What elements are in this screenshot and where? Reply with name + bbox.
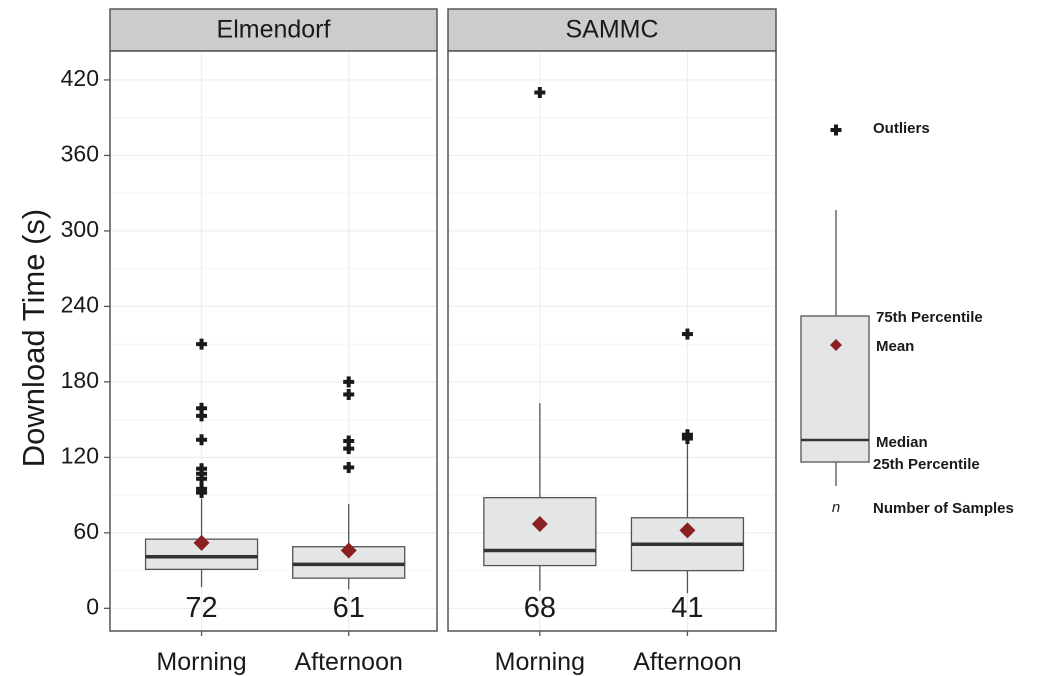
legend-mean-label: Mean [876,338,914,355]
y-tick-label: 360 [61,141,99,167]
x-tick-label: Afternoon [633,648,741,676]
outlier-point [534,87,546,99]
outlier-point [196,483,208,495]
outlier-bar-v [346,376,351,388]
outlier-point [681,328,693,340]
box-elmendorf-afternoon: 61 Afternoon [292,376,406,676]
outlier-bar-v [199,338,204,350]
legend-q1-label: 25th Percentile [873,456,980,473]
legend-mean-symbol [830,339,842,351]
panel-elmendorf: Elmendorf 72 Morning 61 Afternoon [109,8,438,676]
y-tick-label: 240 [61,291,99,317]
legend: Outliers 75th Percentile Mean Median 25th Pe… [800,120,1014,517]
legend-n-label: Number of Samples [873,500,1014,517]
sample-count-label: 61 [333,592,365,624]
outlier-point [343,388,355,400]
outlier-bar-v [834,124,838,136]
outlier-point [196,463,208,475]
outlier-bar-v [346,461,351,473]
outlier-point [196,338,208,350]
panel-border [447,50,777,632]
facet-label: Elmendorf [217,16,331,44]
outlier-point [681,429,693,441]
legend-outliers-label: Outliers [873,120,930,137]
outlier-point [196,434,208,446]
y-tick-label: 120 [61,442,99,468]
outlier-point [343,443,355,455]
facet-strip [109,8,438,52]
legend-outlier-symbol [830,124,842,136]
outlier-bar-v [346,435,351,447]
panels-layer: Elmendorf 72 Morning 61 Afternoon SAMMC 68 Morn… [109,8,777,676]
legend-q3-label: 75th Percentile [876,309,983,326]
mean-marker [679,522,696,539]
outlier-bar-v [199,434,204,446]
outlier-bar-v [199,483,204,495]
y-tick-label: 300 [61,216,99,242]
mean-marker [531,516,548,533]
x-tick-label: Morning [156,648,246,676]
outlier-point [196,402,208,414]
outlier-bar-v [199,402,204,414]
legend-n-symbol: n [832,499,840,516]
y-tick-label: 0 [86,593,99,619]
outlier-bar-v [199,463,204,475]
mean-marker [193,534,210,551]
panel-sammc: SAMMC 68 Morning 41 Afternoon [447,8,777,676]
mean-marker [340,542,357,559]
outlier-bar-v [537,87,542,99]
x-tick-label: Afternoon [294,648,402,676]
outlier-bar-v [346,388,351,400]
facet-label: SAMMC [565,16,658,44]
outlier-point [343,461,355,473]
y-tick-label: 60 [73,518,99,544]
panel-background [110,51,437,631]
sample-count-label: 41 [671,592,703,624]
x-tick-label: Morning [495,648,585,676]
legend-median-label: Median [876,434,928,451]
outlier-bar-v [685,429,690,441]
y-axis: 0 60 120 180 240 300 360 420 [61,65,110,619]
box-elmendorf-morning: 72 Morning [144,338,259,676]
outlier-point [343,376,355,388]
facet-strip [447,8,777,52]
y-axis-title: Download Time (s) [16,209,51,467]
y-tick-label: 180 [61,367,99,393]
panel-border [109,50,438,632]
y-tick-label: 420 [61,65,99,91]
sample-count-label: 72 [185,592,217,624]
outlier-point [196,410,208,422]
outlier-point [343,435,355,447]
outlier-bar-v [346,443,351,455]
sample-count-label: 68 [524,592,556,624]
box-sammc-morning: 68 Morning [483,87,597,676]
outlier-bar-v [199,410,204,422]
box-sammc-afternoon: 41 Afternoon [630,328,745,676]
outlier-bar-v [685,328,690,340]
